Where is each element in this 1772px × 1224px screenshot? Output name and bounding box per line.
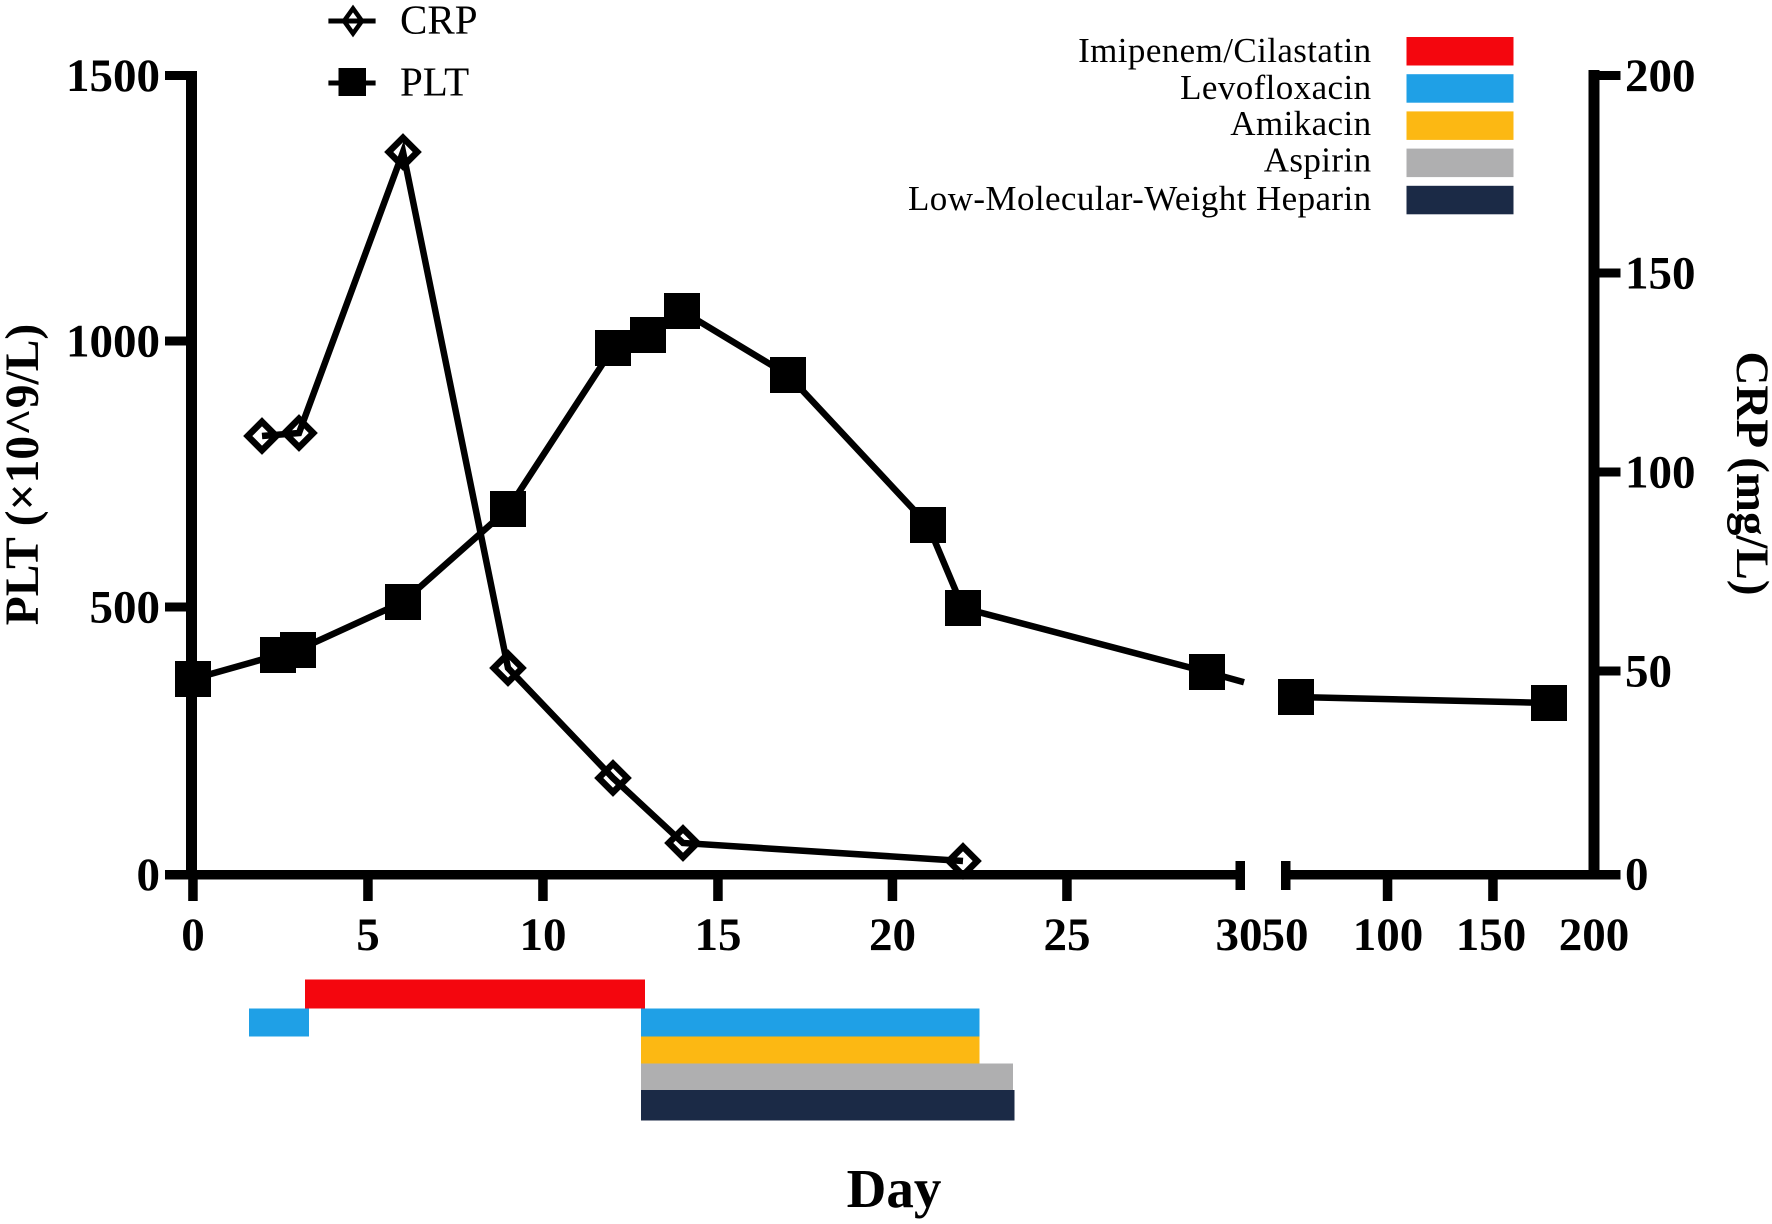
svg-text:100: 100 bbox=[1625, 447, 1696, 499]
svg-text:100: 100 bbox=[1353, 909, 1424, 961]
svg-text:PLT (×10^9/L): PLT (×10^9/L) bbox=[0, 324, 49, 625]
svg-text:50: 50 bbox=[1262, 909, 1309, 961]
svg-text:0: 0 bbox=[137, 849, 161, 901]
svg-text:30: 30 bbox=[1216, 909, 1263, 961]
svg-text:Low-Molecular-Weight Heparin: Low-Molecular-Weight Heparin bbox=[908, 179, 1371, 218]
svg-text:PLT: PLT bbox=[400, 59, 469, 105]
svg-text:50: 50 bbox=[1625, 646, 1672, 698]
svg-text:1500: 1500 bbox=[66, 50, 160, 102]
svg-text:Day: Day bbox=[847, 1158, 942, 1219]
svg-text:150: 150 bbox=[1625, 248, 1696, 300]
svg-text:Imipenem/Cilastatin: Imipenem/Cilastatin bbox=[1078, 31, 1371, 70]
svg-text:200: 200 bbox=[1625, 50, 1696, 102]
svg-text:Levofloxacin: Levofloxacin bbox=[1180, 68, 1371, 107]
svg-text:CRP (mg/L): CRP (mg/L) bbox=[1726, 351, 1772, 595]
svg-text:500: 500 bbox=[90, 582, 161, 634]
svg-text:200: 200 bbox=[1559, 909, 1630, 961]
svg-text:10: 10 bbox=[520, 909, 567, 961]
svg-text:25: 25 bbox=[1044, 909, 1091, 961]
svg-text:0: 0 bbox=[1625, 849, 1649, 901]
svg-text:Amikacin: Amikacin bbox=[1230, 104, 1371, 143]
svg-text:Aspirin: Aspirin bbox=[1264, 141, 1372, 180]
svg-text:5: 5 bbox=[356, 909, 380, 961]
svg-text:150: 150 bbox=[1456, 909, 1527, 961]
svg-text:1000: 1000 bbox=[66, 316, 160, 368]
svg-text:20: 20 bbox=[869, 909, 916, 961]
svg-text:0: 0 bbox=[181, 909, 205, 961]
svg-text:15: 15 bbox=[695, 909, 742, 961]
svg-text:CRP: CRP bbox=[400, 0, 478, 43]
